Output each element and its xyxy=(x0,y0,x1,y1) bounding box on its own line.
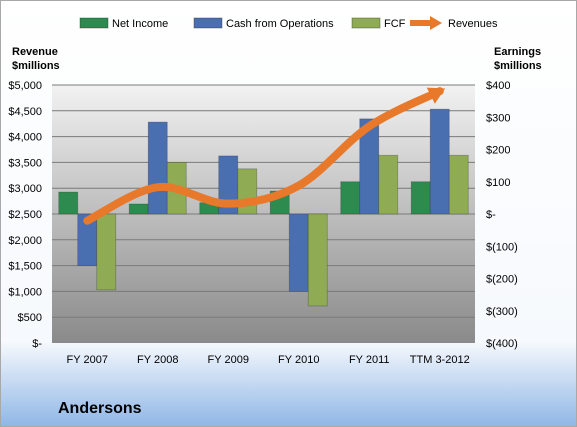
left-tick-label: $1,000 xyxy=(8,286,42,298)
category-label: FY 2008 xyxy=(137,354,178,366)
right-tick-label: $- xyxy=(486,209,496,221)
right-tick-label: $(200) xyxy=(486,274,518,286)
right-tick-label: $400 xyxy=(486,80,510,92)
left-tick-label: $5,000 xyxy=(8,80,42,92)
bar-net-income xyxy=(410,181,431,215)
bar-fcf xyxy=(307,213,328,307)
legend: Net Income Cash from Operations FCF Revenue… xyxy=(79,16,498,30)
bar-net-income xyxy=(340,181,361,215)
right-tick-label: $(400) xyxy=(486,338,518,350)
right-axis-title-line2: $millions xyxy=(494,60,542,72)
right-tick-label: $100 xyxy=(486,177,510,189)
left-tick-label: $1,500 xyxy=(8,261,42,273)
legend-swatch-cash-from-operations xyxy=(193,17,223,29)
left-tick-label: $2,000 xyxy=(8,235,42,247)
category-label: FY 2011 xyxy=(349,354,390,366)
category-label: TTM 3-2012 xyxy=(410,354,470,366)
bar-cash-from-operations xyxy=(429,108,450,215)
right-tick-label: $(300) xyxy=(486,306,518,318)
axes: $- $500 $1,000 $1,500 $2,000 $2,500 $3,000 $3,5… xyxy=(8,80,517,366)
right-tick-label: $(100) xyxy=(486,241,518,253)
legend-arrowhead xyxy=(430,16,442,30)
chart-title: Andersons xyxy=(58,400,142,417)
category-label: FY 2007 xyxy=(67,354,108,366)
bar-net-income xyxy=(58,191,79,215)
legend-swatch-fcf xyxy=(351,17,381,29)
bar-fcf xyxy=(448,154,469,215)
bar-net-income xyxy=(128,203,149,215)
bar-fcf xyxy=(237,168,258,215)
left-tick-label: $4,500 xyxy=(8,106,42,118)
category-label: FY 2009 xyxy=(208,354,249,366)
legend-label-fcf: FCF xyxy=(384,18,406,30)
left-axis-title-line2: $millions xyxy=(12,60,60,72)
left-tick-label: $2,500 xyxy=(8,209,42,221)
gridlines xyxy=(52,84,475,318)
revenue-line-path xyxy=(83,87,444,225)
left-tick-label: $3,500 xyxy=(8,157,42,169)
legend-label-cash-from-operations: Cash from Operations xyxy=(226,18,334,30)
bar-fcf xyxy=(96,213,117,291)
bar-fcf xyxy=(378,154,399,215)
left-tick-label: $3,000 xyxy=(8,183,42,195)
legend-label-revenues: Revenues xyxy=(448,18,498,30)
legend-swatch-net-income xyxy=(79,17,109,29)
left-tick-label: $500 xyxy=(18,312,42,324)
category-label: FY 2010 xyxy=(278,354,319,366)
bar-cash-from-operations xyxy=(147,121,168,215)
bar-cash-from-operations xyxy=(288,213,309,292)
revenue-line xyxy=(83,87,446,225)
right-tick-label: $200 xyxy=(486,145,510,157)
left-axis-title-line1: Revenue xyxy=(12,46,58,58)
revenue-line-arrowhead xyxy=(426,87,446,104)
legend-label-net-income: Net Income xyxy=(112,18,168,30)
right-tick-label: $300 xyxy=(486,112,510,124)
bars xyxy=(58,108,469,307)
left-tick-label: $4,000 xyxy=(8,132,42,144)
right-axis-title-line1: Earnings xyxy=(494,46,541,58)
left-tick-label: $- xyxy=(32,338,42,350)
